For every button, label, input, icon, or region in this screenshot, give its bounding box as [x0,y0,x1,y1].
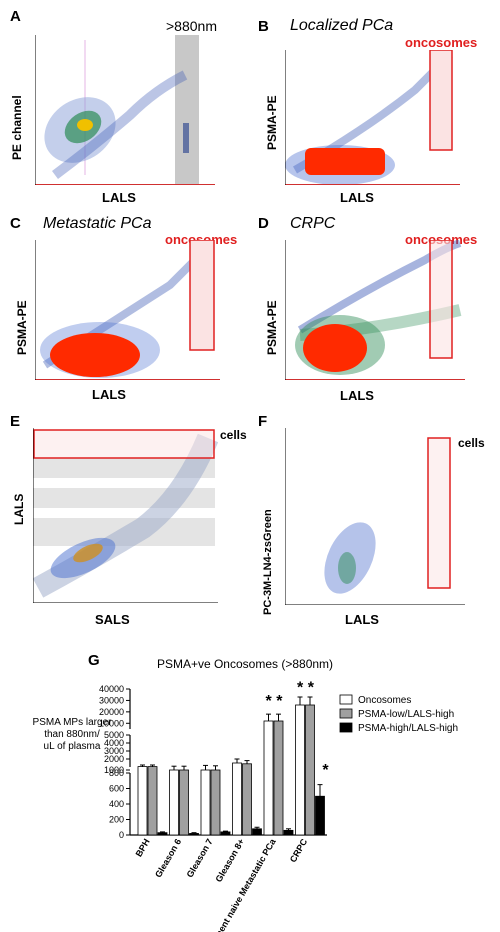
panel-c-ylabel: PSMA-PE [15,300,29,355]
panel-c-oncosome-gate [189,240,215,351]
legend-label: PSMA-low/LALS-high [358,709,454,720]
bar-1 [263,720,274,836]
bar-3 [283,829,294,836]
panel-g-letter: G [88,652,100,669]
panel-d-ylabel: PSMA-PE [265,300,279,355]
y-tick-label: 30000 [99,695,124,705]
x-tick-label: Gleason 8+ [213,837,246,884]
panel-b-oncosome-gate [429,50,453,151]
x-tick-label: Gleason 7 [185,837,215,879]
panel-e-cells-gate [33,429,215,459]
legend-label: PSMA-high/LALS-high [358,723,458,734]
panel-d-plot [285,240,465,380]
bar-2 [305,704,315,836]
bar-2 [273,720,284,836]
panel-d-xlabel: LALS [340,388,374,403]
panel-e-xlabel: SALS [95,612,130,627]
x-tick-label: CRPC [288,837,310,865]
panel-a-plot [35,35,215,185]
bar-3 [315,795,325,836]
bar-2 [210,769,221,836]
panel-f-ylabel: PC-3M-LN4-zsGreen [262,509,274,615]
bar-1 [232,762,242,836]
panel-f-gate-label: cells [458,436,485,450]
panel-b-ylabel: PSMA-PE [265,95,279,150]
chart-ylabel-line: than 880nm/ [44,729,100,740]
legend-swatch [339,722,353,733]
y-tick-label: 40000 [99,684,124,694]
panel-d-oncosome-gate [429,240,453,359]
x-tick-label: BPH [134,837,152,858]
bar-2 [147,766,158,836]
chart-ylabel-line: PSMA MPs larger [33,717,113,728]
panel-a-880nm-band [175,35,199,185]
y-tick-label: 400 [109,799,124,809]
panel-d-red-core [303,324,367,372]
bar-2 [242,763,252,836]
panel-a-diagonal-population [51,70,188,179]
panel-d-title: CRPC [290,215,336,232]
legend-swatch [339,708,353,719]
panel-e-letter: E [10,413,21,430]
panel-g-chart: PSMA+ve Oncosomes (>880nm) PSMA MPs large… [33,657,459,932]
significance-mark: * * [297,680,315,697]
legend-label: Oncosomes [358,695,411,706]
panel-b-title: Localized PCa [290,17,394,34]
legend-swatch [339,694,353,705]
panel-e-cloud-core [73,543,103,563]
y-tick-label: 0 [119,830,124,840]
panel-a-xlabel: LALS [102,190,136,205]
panel-b-letter: B [258,18,269,35]
panel-f-plot [285,428,465,605]
panel-b-plot [285,50,460,185]
panel-c-letter: C [10,215,21,232]
panel-c-plot [35,240,220,380]
chart-ylabel-line: uL of plasma [44,741,101,752]
panel-a-letter: A [10,8,21,25]
chart-title: PSMA+ve Oncosomes (>880nm) [157,657,333,671]
bar-1 [169,769,179,836]
panel-d-letter: D [258,215,269,232]
y-tick-label: 3000 [104,746,124,756]
y-tick-label: 600 [109,784,124,794]
y-tick-label: 2000 [104,754,124,764]
panel-e-gate-label: cells [220,428,247,442]
bar-3 [189,833,199,836]
panel-f-cloud-core [338,552,356,584]
panel-f-cells-gate [427,437,451,589]
y-tick-label: 10000 [99,718,124,728]
bar-2 [179,769,189,836]
panel-c-red-core [50,333,140,377]
panel-c-xlabel: LALS [92,387,126,402]
bar-3 [220,831,231,836]
panel-a-annotation: >880nm [166,18,217,34]
panel-a-cloud-core [77,119,93,131]
y-tick-label: 200 [109,815,124,825]
panel-f-letter: F [258,413,268,430]
significance-mark: * [322,762,329,779]
panel-e-gray-band-1 [33,458,215,478]
bar-3 [252,828,262,836]
panel-a-ylabel: PE channel [10,95,24,160]
panel-c-title: Metastatic PCa [43,215,152,232]
panel-b-gate-label: oncosomes [405,35,478,50]
significance-mark: * * [266,693,284,710]
y-tick-label: 5000 [104,730,124,740]
panel-e-plot [33,428,218,603]
y-tick-label: 20000 [99,707,124,717]
bar-1 [200,769,211,836]
x-tick-label: Gleason 6 [153,837,183,879]
panel-b-red-core [305,148,385,175]
bar-1 [137,766,148,836]
panel-a-band-events [183,123,189,153]
panel-e-ylabel: LALS [12,493,26,525]
y-tick-label: 4000 [104,738,124,748]
bar-1 [295,704,305,836]
y-tick-label: 800 [109,768,124,778]
panel-f-xlabel: LALS [345,612,379,627]
bar-3 [157,832,168,836]
y-tick-label: 1000 [104,765,124,775]
panel-b-xlabel: LALS [340,190,374,205]
